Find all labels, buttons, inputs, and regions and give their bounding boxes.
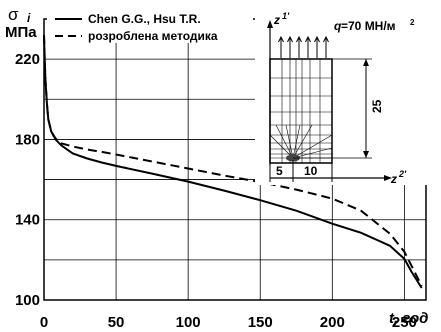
pressure-arrowhead-1 — [278, 35, 284, 43]
x-axis-label: t, год — [389, 310, 428, 327]
inset-diagram: z 1' q =70 МН/м 2 — [255, 10, 427, 186]
series-line-developed-method — [43, 35, 423, 287]
x-tick-labels: 0 50 100 150 200 250 — [40, 314, 417, 331]
y-tick-label: 140 — [15, 212, 40, 229]
y-tick-label: 100 — [15, 292, 40, 309]
y-axis-subscript: i — [27, 11, 31, 25]
pressure-arrowhead-2 — [287, 35, 293, 43]
mesh-fan-line — [285, 124, 294, 159]
inset-mesh — [269, 59, 333, 163]
z2-axis-prime: 2' — [398, 169, 407, 179]
x-tick-label: 100 — [176, 314, 201, 331]
mesh-fan-line — [292, 124, 313, 159]
y-tick-label: 180 — [15, 131, 40, 148]
mesh-fan-line — [275, 124, 294, 159]
mesh-fan-line — [292, 147, 333, 159]
x-tick-label: 200 — [320, 314, 345, 331]
pressure-arrowhead-4 — [305, 35, 311, 43]
pressure-unit-superscript: 2 — [410, 18, 415, 27]
y-tick-labels: 100 140 180 220 — [15, 51, 40, 309]
pressure-value: =70 МН/м — [341, 19, 396, 33]
height-dimension-label: 25 — [370, 99, 384, 113]
inset-background — [255, 10, 427, 185]
pressure-arrowhead-6 — [323, 35, 329, 43]
y-tick-label: 220 — [15, 51, 40, 68]
legend: Chen G.G., Hsu T.R. розроблена методика — [47, 9, 253, 43]
height-arrow-bottom-icon — [363, 151, 369, 158]
x-tick-label: 150 — [248, 314, 273, 331]
z1-axis-arrow-icon — [267, 20, 273, 28]
mesh-fan-line — [292, 124, 301, 159]
z2-axis-label: z — [390, 172, 397, 186]
legend-box — [47, 9, 253, 43]
pressure-arrows — [278, 35, 329, 58]
mesh-fan-line — [269, 134, 294, 159]
pressure-label-q: q — [334, 19, 342, 33]
series-line-chen-hsu — [43, 35, 423, 289]
legend-label-chen-hsu: Chen G.G., Hsu T.R. — [88, 12, 201, 26]
height-arrow-top-icon — [363, 59, 369, 66]
mesh-fan-line — [292, 134, 333, 159]
pressure-arrowhead-5 — [314, 35, 320, 43]
pressure-arrowhead-3 — [296, 35, 302, 43]
z1-axis-prime: 1' — [282, 11, 290, 21]
width-dimension-label-1: 5 — [276, 164, 283, 178]
x-tick-label: 50 — [108, 314, 125, 331]
inset-body — [269, 58, 333, 164]
z1-axis-label: z — [273, 13, 280, 27]
x-tick-label: 250 — [392, 314, 417, 331]
x-tick-label: 0 — [40, 314, 48, 331]
z2-axis-arrow-icon — [384, 175, 392, 181]
width-dimension-label-2: 10 — [304, 164, 318, 178]
y-axis-unit: МПа — [5, 24, 37, 41]
legend-label-developed-method: розроблена методика — [88, 29, 218, 43]
y-axis-symbol: σ — [8, 5, 19, 24]
